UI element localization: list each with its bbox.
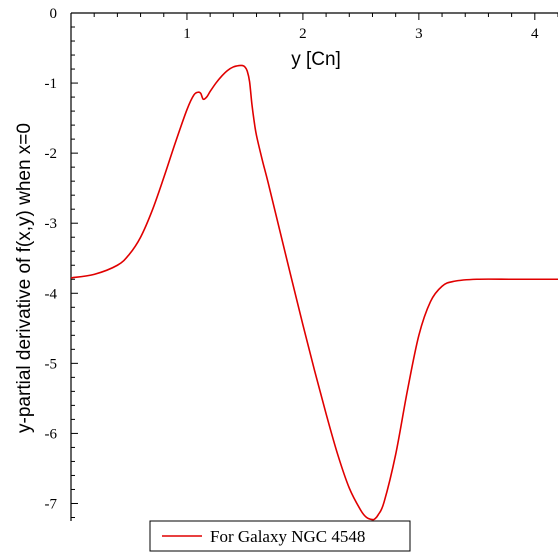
x-tick-label: 1 [183,26,191,42]
y-tick-label: -1 [45,76,58,92]
y-tick-label: -6 [45,426,58,442]
x-tick-label: 3 [415,26,423,42]
series-line [70,64,558,521]
y-tick-label: -5 [45,356,58,372]
y-tick-label: 0 [50,6,58,22]
plot-area: 1 2 3 4 0 -1 -2 -3 -4 -5 -6 -7 [45,6,558,521]
y-ticks: 0 -1 -2 -3 -4 -5 -6 -7 [45,6,78,518]
legend: For Galaxy NGC 4548 [149,520,411,552]
x-axis-label: y [Cn] [291,49,341,70]
y-tick-label: -7 [45,496,58,512]
legend-label: For Galaxy NGC 4548 [210,527,365,546]
y-tick-label: -2 [45,146,58,162]
y-tick-label: -3 [45,216,58,232]
x-tick-label: 4 [531,26,539,42]
x-ticks: 1 2 3 4 [93,13,558,42]
y-tick-label: -4 [45,286,58,302]
x-tick-label: 2 [299,26,307,42]
y-axis-label: y-partial derivative of f(x,y) when x=0 [14,123,35,433]
